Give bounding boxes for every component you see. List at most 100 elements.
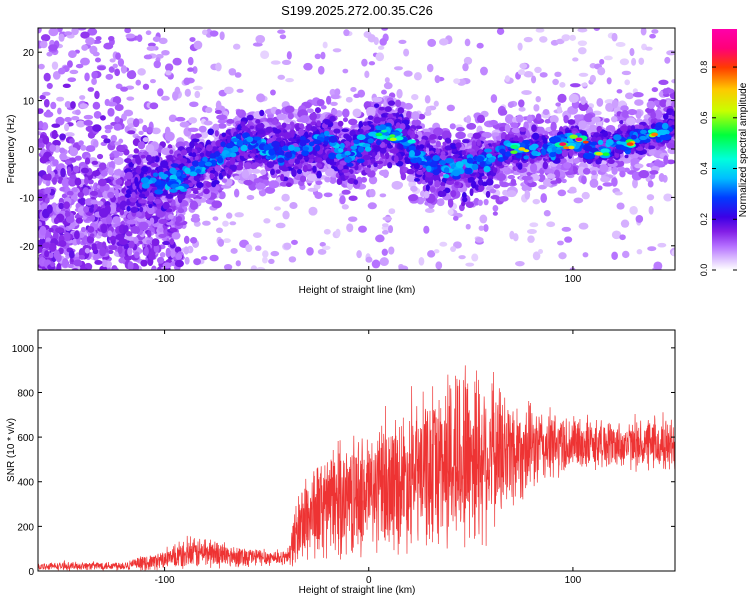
spectrogram-cell: [454, 181, 459, 186]
spectrogram-cell: [391, 180, 403, 190]
spectrogram-cell: [112, 275, 120, 283]
spectrogram-cell: [188, 117, 198, 124]
spectrogram-cell: [101, 259, 108, 268]
spectrogram-cell: [93, 139, 99, 148]
spectrogram-cell: [68, 275, 77, 284]
spectrogram-cell: [472, 132, 482, 140]
spectrogram-cell: [115, 52, 121, 60]
spectrogram-cell: [175, 297, 181, 304]
spectrogram-cell: [506, 190, 517, 198]
spectrogram-cell: [108, 249, 114, 255]
spectrogram-cell: [435, 261, 443, 270]
spectrogram-cell: [177, 208, 185, 214]
spectrogram-cell: [149, 284, 156, 293]
spectrogram-cell: [406, 174, 415, 182]
spectrogram-cell: [94, 90, 100, 100]
spectrogram-cell: [532, 198, 541, 205]
spectrogram-cell: [662, 88, 668, 95]
spectrogram-cell: [281, 122, 287, 129]
spectrogram-cell: [146, 126, 153, 134]
spectrogram-cell: [424, 208, 435, 213]
spectrogram-cell: [161, 95, 170, 101]
spectrogram-cell: [367, 34, 376, 43]
spectrogram-cell: [127, 130, 136, 135]
spectrogram-cell: [407, 194, 419, 202]
spectrogram-cell: [216, 114, 228, 121]
spectrogram-cell: [84, 198, 94, 206]
spectrogram-cell: [46, 51, 53, 57]
spectrogram-cell: [104, 124, 113, 131]
spectrogram-cell: [329, 175, 337, 184]
spectrogram-cell: [649, 33, 656, 39]
spectrogram-cell: [507, 101, 514, 108]
spectrogram-cell: [50, 101, 57, 110]
spectrogram-cell: [557, 240, 564, 246]
spectrogram-cell: [59, 133, 66, 141]
spectrogram-cell: [100, 223, 108, 234]
spectrogram-cell: [91, 77, 97, 85]
spectrogram-cell: [286, 51, 292, 60]
spectrogram-cell: [140, 259, 148, 267]
spectrogram-cell: [215, 100, 222, 110]
spectrogram-cell: [190, 237, 198, 244]
spectrogram-cell: [76, 120, 86, 128]
spectrogram-cell: [122, 285, 130, 295]
spectrogram-cell: [326, 95, 332, 105]
spectrogram-cell: [39, 40, 48, 49]
spectrogram-cell: [183, 246, 190, 255]
spectrogram-cell: [101, 241, 107, 249]
spectrogram-cell: [113, 123, 122, 131]
spectrogram-cell: [136, 274, 144, 280]
spectrogram-cell: [320, 51, 326, 60]
spectrogram-cell: [105, 73, 114, 80]
spectrogram-cell: [97, 287, 102, 295]
spectrogram-cell: [91, 272, 99, 277]
spectrogram-cell: [233, 188, 240, 198]
spectrogram-cell: [429, 186, 436, 193]
spectrogram-cell: [381, 28, 388, 31]
spectrogram-cell: [671, 249, 675, 257]
spectrogram-cell: [241, 169, 250, 179]
spectrogram-cell: [122, 284, 131, 294]
spectrogram-cell: [651, 87, 659, 93]
spectrogram-cell: [360, 176, 368, 183]
spectrogram-cell: [453, 241, 462, 249]
spectrogram-cell: [303, 62, 313, 71]
spectrogram-cell: [107, 273, 115, 278]
spectrogram-cell: [610, 115, 618, 123]
spectrogram-cell: [664, 56, 671, 64]
spectrogram-cell: [43, 301, 48, 307]
spectrogram-cell: [209, 254, 219, 262]
spectrogram-cell: [578, 222, 589, 230]
spectrogram-cell: [164, 131, 175, 142]
spectrogram-cell: [109, 270, 117, 274]
spectrogram-cell: [364, 70, 370, 79]
spectrogram-cell: [568, 93, 579, 103]
spectrogram-cell: [619, 58, 630, 66]
spectrogram-cell: [100, 280, 105, 287]
spectrogram-cell: [619, 234, 626, 241]
spectrogram-cell: [113, 169, 122, 176]
spectrogram-cell: [77, 198, 85, 204]
spectrogram-cell: [564, 236, 573, 243]
spectrogram-cell: [546, 173, 556, 179]
spectrogram-cell: [591, 116, 601, 123]
spectrogram-cell: [71, 297, 78, 304]
spectrogram-cell: [433, 100, 439, 107]
spectrogram-cell: [139, 206, 144, 213]
spectrogram-cell: [464, 38, 471, 47]
spectrogram-cell: [165, 247, 171, 258]
spectrogram-cell: [371, 259, 381, 269]
spectrogram-cell: [653, 160, 664, 167]
spectrogram-cell: [657, 242, 667, 248]
spectrogram-cell: [91, 243, 98, 252]
spectrogram-cell: [382, 223, 389, 228]
spectrogram-cell: [42, 288, 50, 296]
spectrogram-cell: [198, 125, 207, 133]
spectrogram-cell: [387, 162, 393, 169]
spectrogram-cell: [48, 242, 57, 252]
spectrogram-cell: [393, 66, 403, 71]
spectrogram-cell: [423, 225, 430, 234]
spectrogram-cell: [262, 256, 268, 264]
spectrogram-cell: [44, 197, 50, 204]
